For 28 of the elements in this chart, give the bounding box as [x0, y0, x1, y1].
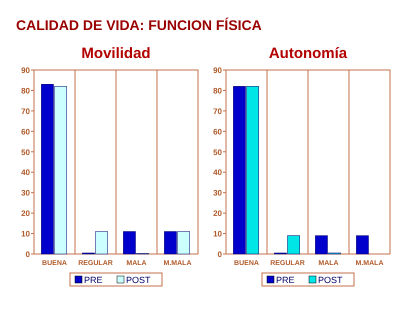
y-tick-label: 20 — [21, 209, 31, 218]
chart-title: Movilidad — [81, 45, 151, 62]
y-tick-label: 30 — [213, 188, 223, 198]
chart-title: Autonomía — [268, 45, 348, 62]
y-tick-label: 50 — [213, 148, 223, 157]
y-tick-label: 40 — [21, 168, 31, 178]
y-tick-label: 10 — [213, 230, 223, 239]
text: CALIDAD DE VIDA: FUNCION FÍSICA — [16, 17, 262, 33]
y-tick-label: 70 — [213, 106, 223, 116]
y-tick-label: 50 — [21, 148, 31, 157]
y-tick-label: 80 — [213, 86, 223, 96]
legend-label: POST — [126, 275, 152, 285]
y-tick-label: 90 — [21, 66, 31, 75]
y-tick-label: 0 — [26, 250, 31, 259]
legend-label: PRE — [276, 275, 295, 285]
bar — [356, 235, 369, 254]
y-tick-label: 20 — [213, 209, 223, 218]
y-tick-label: 80 — [21, 86, 31, 96]
y-tick-label: 60 — [213, 127, 223, 136]
y-tick-label: 70 — [21, 106, 31, 116]
y-tick-label: 0 — [218, 250, 223, 259]
y-tick-label: 90 — [213, 66, 223, 75]
y-tick-label: 60 — [21, 127, 31, 136]
legend-label: POST — [318, 275, 344, 285]
y-tick-label: 30 — [21, 188, 31, 198]
y-tick-label: 10 — [21, 230, 31, 239]
y-tick-label: 40 — [213, 168, 223, 178]
legend-label: PRE — [84, 275, 103, 285]
